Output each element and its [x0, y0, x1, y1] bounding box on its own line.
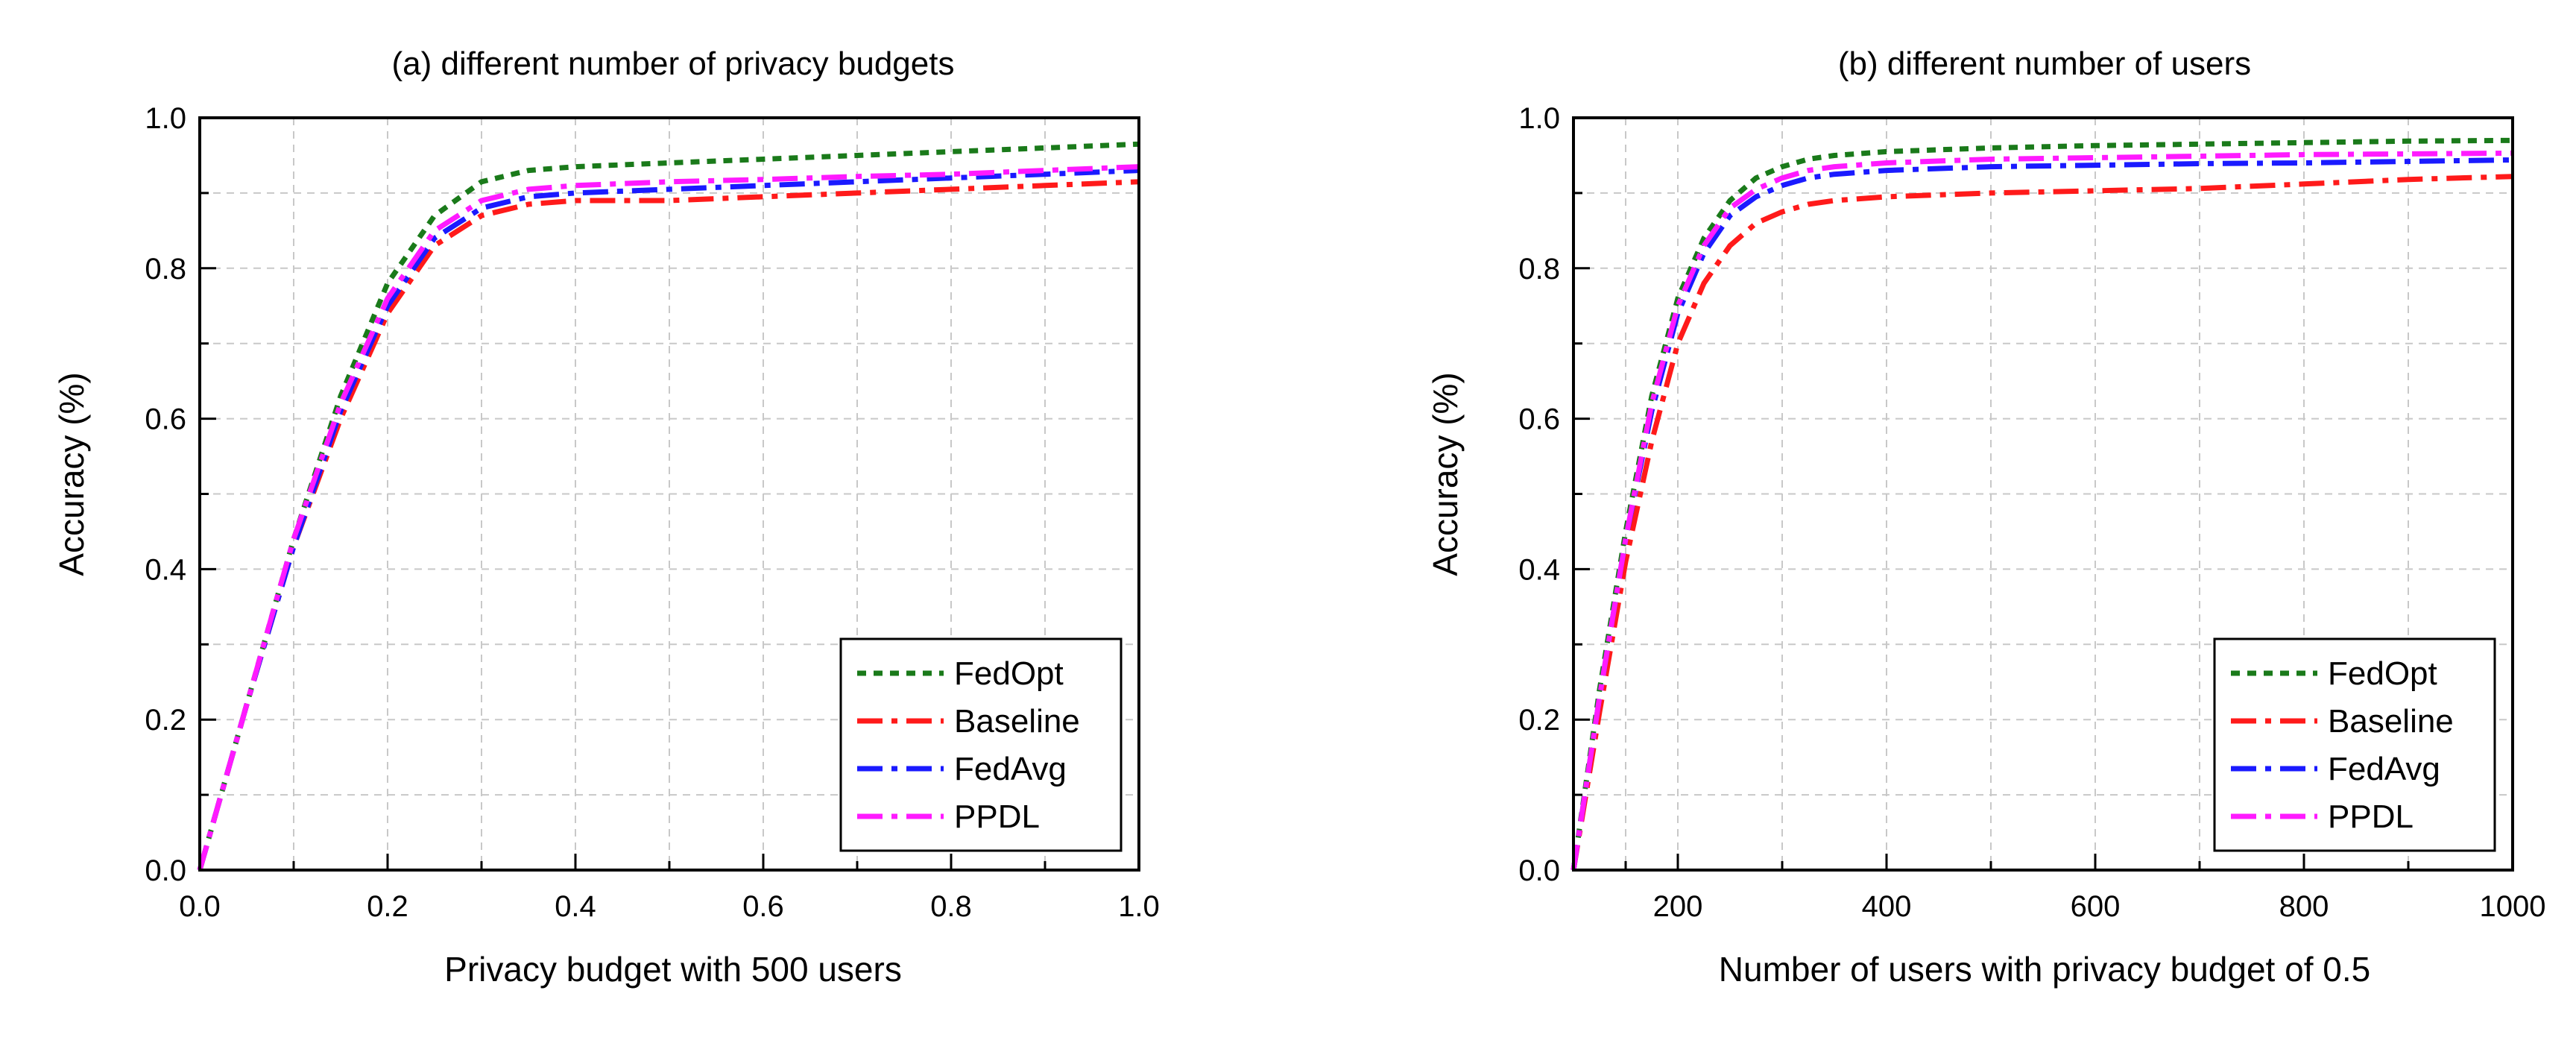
y-tick-labels: 0.0 0.2 0.4 0.6 0.8 1.0 — [1518, 102, 1560, 887]
y-tick-label: 1.0 — [145, 102, 186, 135]
legend-label: Baseline — [2328, 703, 2454, 740]
grid-lines — [200, 118, 1139, 870]
y-tick-labels: 0.0 0.2 0.4 0.6 0.8 1.0 — [145, 102, 186, 887]
y-tick-label: 0.6 — [145, 403, 186, 436]
legend: FedOpt Baseline FedAvg PPDL — [2213, 637, 2496, 852]
legend-label: FedAvg — [2328, 751, 2440, 787]
x-axis-label: Number of users with privacy budget of 0… — [1719, 950, 2370, 989]
x-tick-label: 1000 — [2480, 890, 2546, 923]
series-line-baseline — [1570, 174, 2513, 871]
x-tick-label: 0.4 — [555, 890, 596, 923]
legend-label: PPDL — [954, 798, 1040, 835]
legend-box — [839, 637, 1123, 852]
x-tick-label: 0.8 — [930, 890, 972, 923]
y-tick-label: 0.2 — [1518, 704, 1560, 737]
legend-box — [2213, 637, 2496, 852]
y-tick-label: 0.0 — [1518, 854, 1560, 887]
x-tick-labels: 0.0 0.2 0.4 0.6 0.8 1.0 — [179, 890, 1160, 923]
x-tick-labels: 200 400 600 800 1000 — [1653, 890, 2546, 923]
series-line-ppdl — [1570, 150, 2513, 871]
y-tick-label: 0.4 — [145, 553, 186, 586]
legend-label: Baseline — [954, 703, 1080, 740]
panel-a: (a) different number of privacy budgets … — [52, 45, 1160, 989]
y-tick-label: 0.0 — [145, 854, 186, 887]
x-tick-label: 1.0 — [1118, 890, 1160, 923]
y-tick-label: 0.4 — [1518, 553, 1560, 586]
x-tick-label: 0.0 — [179, 890, 221, 923]
y-tick-label: 0.6 — [1518, 403, 1560, 436]
y-tick-label: 0.8 — [145, 253, 186, 286]
legend-label: FedOpt — [954, 655, 1064, 692]
panel-b: (b) different number of users 200 400 600 8… — [1426, 45, 2545, 989]
chart-title: (b) different number of users — [1838, 45, 2251, 82]
y-axis-label: Accuracy (%) — [52, 372, 91, 576]
x-tick-label: 800 — [2279, 890, 2329, 923]
legend: FedOpt Baseline FedAvg PPDL — [839, 637, 1123, 852]
y-axis-label: Accuracy (%) — [1426, 372, 1465, 576]
x-tick-label: 0.2 — [367, 890, 408, 923]
y-tick-label: 1.0 — [1518, 102, 1560, 135]
x-tick-label: 400 — [1862, 890, 1912, 923]
series-lines — [197, 141, 1140, 871]
x-tick-label: 600 — [2071, 890, 2121, 923]
y-tick-label: 0.2 — [145, 704, 186, 737]
series-lines — [1570, 137, 2513, 871]
legend-label: FedOpt — [2328, 655, 2437, 692]
series-line-ppdl — [197, 164, 1140, 871]
plot-frame — [198, 116, 1140, 872]
legend-label: FedAvg — [954, 751, 1067, 787]
y-tick-label: 0.8 — [1518, 253, 1560, 286]
plot-frame — [1572, 116, 2514, 872]
series-line-fedavg — [197, 168, 1140, 871]
x-tick-label: 0.6 — [742, 890, 784, 923]
legend-label: PPDL — [2328, 798, 2414, 835]
x-axis-label: Privacy budget with 500 users — [444, 950, 902, 989]
x-tick-label: 200 — [1653, 890, 1703, 923]
chart-title: (a) different number of privacy budgets — [392, 45, 955, 82]
